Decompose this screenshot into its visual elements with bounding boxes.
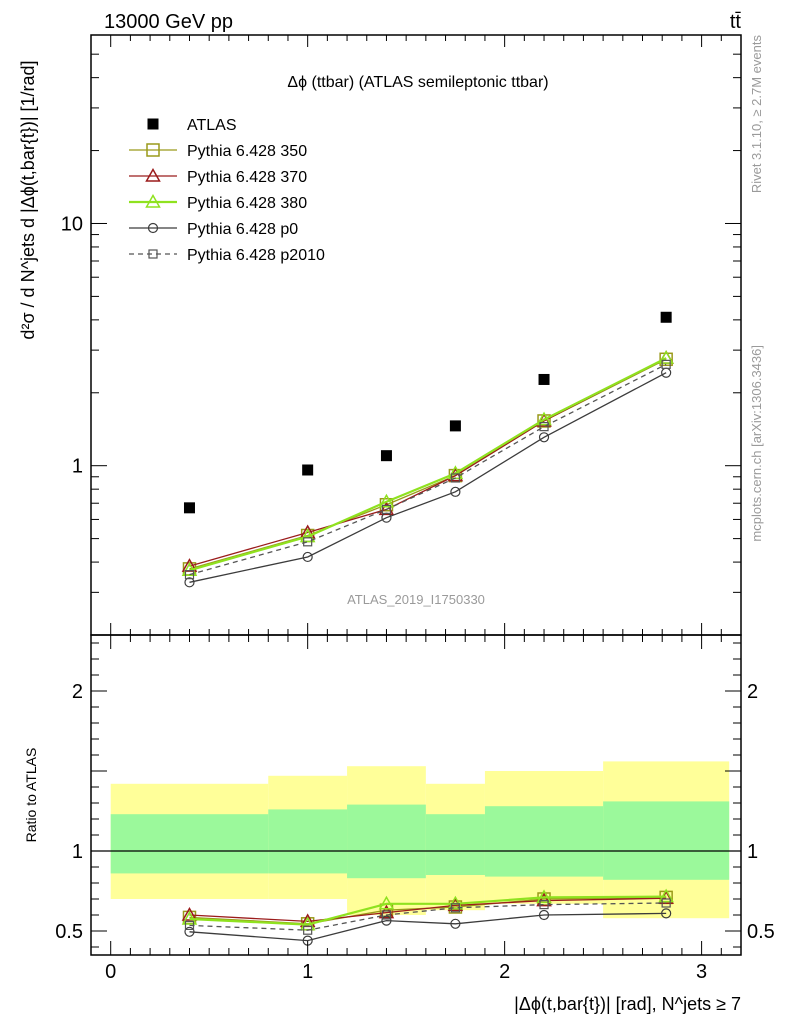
ratio-point-4-4 <box>539 899 549 910</box>
ratio-marks <box>91 761 741 946</box>
data-point-4-4 <box>538 432 550 443</box>
legend: ATLAS Pythia 6.428 350 Pythia 6.428 370 Pyt… <box>129 117 325 264</box>
data-point-4-0 <box>184 577 195 588</box>
data-point-4-1 <box>302 551 313 563</box>
ratio-point-3-0 <box>184 926 195 937</box>
ratio-point-1-4 <box>536 892 552 907</box>
band-inner-0 <box>110 814 269 874</box>
watermark: ATLAS_2019_I1750330 <box>347 592 485 607</box>
ratio-point-2-3 <box>447 895 464 910</box>
ratio-point-4-1 <box>303 925 313 935</box>
data-point-5-4 <box>539 422 549 432</box>
legend-marker-2 <box>145 167 161 182</box>
data-point-1-5 <box>659 352 673 367</box>
ratio-frame <box>90 634 742 956</box>
ratio-point-2-0 <box>181 910 198 925</box>
ratio-line-3 <box>189 912 667 942</box>
data-point-0-1 <box>302 464 314 476</box>
x-axis-label: |Δϕ(t,bar{t})| [rad], N^jets ≥ 7 <box>514 994 741 1014</box>
data-point-5-0 <box>184 570 195 580</box>
plot-title: Δϕ (ttbar) (ATLAS semileptonic ttbar) <box>287 74 548 91</box>
legend-label-0: ATLAS <box>187 117 237 134</box>
data-point-2-2 <box>378 501 395 516</box>
x-tick-label: 1 <box>302 961 313 983</box>
data-point-5-2 <box>381 504 392 515</box>
data-point-0-5 <box>660 311 672 323</box>
legend-label-4: Pythia 6.428 p0 <box>187 221 298 238</box>
y-tick-label: 10 <box>61 213 83 235</box>
ratio-y-tick-label: 1 <box>72 841 83 863</box>
data-point-5-1 <box>303 537 313 547</box>
ratio-point-4-2 <box>381 910 392 920</box>
ratio-point-3-4 <box>538 909 550 921</box>
ratio-ticks: 0.5 0.5 1 1 2 2 0 1 2 3 <box>55 635 775 983</box>
header-right: tt̄ <box>730 11 742 33</box>
legend-marker-1 <box>146 143 160 157</box>
series-line-4 <box>189 372 667 583</box>
ratio-point-2-4 <box>536 889 552 904</box>
legend-marker-5 <box>148 249 158 259</box>
ratio-y-axis-label: Ratio to ATLAS <box>23 748 39 843</box>
band-inner-2 <box>347 804 426 879</box>
data-point-3-0 <box>181 562 198 577</box>
band-inner-3 <box>425 814 485 875</box>
data-point-3-1 <box>299 528 316 543</box>
main-marks <box>181 311 674 588</box>
band-inner-5 <box>603 801 730 880</box>
ratio-point-4-3 <box>450 903 460 913</box>
data-point-0-0 <box>183 502 195 514</box>
main-plot: 1 10 Δϕ (ttbar) (ATLAS semileptonic ttbar… <box>18 34 742 636</box>
legend-marker-4 <box>147 222 159 234</box>
ratio-point-3-2 <box>381 915 392 926</box>
ratio-point-2-2 <box>378 895 395 910</box>
ratio-point-3-5 <box>661 908 672 919</box>
ratio-line-1 <box>189 897 667 923</box>
data-point-0-4 <box>538 373 550 385</box>
ratio-y-tick-label: 0.5 <box>55 921 83 943</box>
ratio-plot: 0.5 0.5 1 1 2 2 0 1 2 3 Ratio to ATLAS |Δϕ(t,bar{… <box>23 634 775 1014</box>
data-point-0-2 <box>380 450 392 462</box>
rivet-version-text: Rivet 3.1.10, ≥ 2.7M events <box>749 35 764 194</box>
series-line-5 <box>189 363 667 576</box>
band-inner-4 <box>484 806 604 877</box>
y-tick-label: 1 <box>72 456 83 478</box>
main-ticks: 1 10 <box>61 34 742 636</box>
legend-label-2: Pythia 6.428 370 <box>187 169 307 186</box>
ratio-y-tick-label-right: 1 <box>747 841 758 863</box>
legend-marker-3 <box>145 193 161 208</box>
ratio-y-tick-label-right: 0.5 <box>747 921 775 943</box>
data-point-5-3 <box>450 473 460 483</box>
mcplots-url-text: mcplots.cern.ch [arXiv:1306.3436] <box>749 345 764 542</box>
data-point-4-3 <box>450 486 461 497</box>
data-point-3-4 <box>536 411 552 426</box>
x-tick-label: 3 <box>696 961 707 983</box>
header-left: 13000 GeV pp <box>104 11 233 33</box>
data-point-3-5 <box>658 350 674 364</box>
legend-marker-0 <box>147 118 159 130</box>
ratio-point-4-5 <box>661 898 671 908</box>
ratio-y-tick-label-right: 2 <box>747 681 758 703</box>
data-point-3-2 <box>378 493 395 508</box>
series-line-1 <box>189 358 667 570</box>
legend-label-1: Pythia 6.428 350 <box>187 143 307 160</box>
ratio-line-2 <box>189 895 667 926</box>
data-point-0-3 <box>449 420 461 432</box>
ratio-point-2-5 <box>658 888 674 903</box>
legend-label-3: Pythia 6.428 380 <box>187 195 307 212</box>
main-y-axis-label: d²σ / d N^jets d |Δϕ(t,bar{t})| [1/rad] <box>18 60 38 339</box>
ratio-y-tick-label: 2 <box>72 681 83 703</box>
ratio-point-3-3 <box>450 918 461 929</box>
x-tick-label: 0 <box>105 961 116 983</box>
band-inner-1 <box>268 809 348 874</box>
ratio-point-4-0 <box>184 920 195 931</box>
x-tick-label: 2 <box>499 961 510 983</box>
series-line-3 <box>189 357 667 572</box>
series-line-2 <box>189 357 667 567</box>
legend-label-5: Pythia 6.428 p2010 <box>187 247 325 264</box>
ratio-point-1-2 <box>378 904 395 919</box>
data-point-5-5 <box>661 359 671 369</box>
